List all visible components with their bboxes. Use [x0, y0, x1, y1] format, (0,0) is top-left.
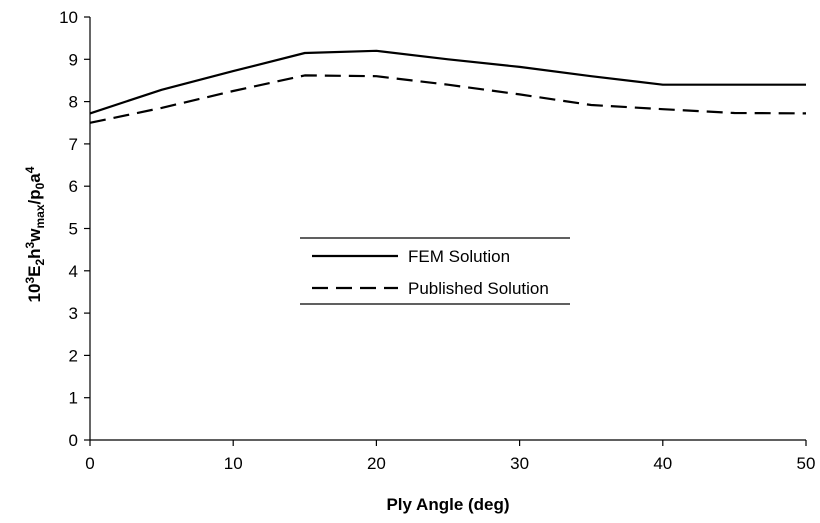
series-layer: [89, 49, 807, 124]
y-axis-title-part: 3: [23, 241, 37, 248]
x-tick-label: 30: [510, 454, 529, 473]
y-axis-title-part: h: [25, 248, 44, 258]
y-tick-label: 10: [59, 8, 78, 27]
x-tick-label: 10: [224, 454, 243, 473]
x-axis-title: Ply Angle (deg): [386, 495, 509, 514]
y-tick-label: 7: [69, 135, 78, 154]
y-tick-label: 4: [69, 262, 78, 281]
fem-solution-line: [89, 49, 806, 115]
x-axis: 0 10 20 30 40 50: [85, 439, 816, 473]
y-axis-title-part: /p: [25, 189, 44, 204]
y-axis-title-part: 2: [33, 259, 47, 266]
y-tick-label: 2: [69, 346, 78, 365]
y-axis-title-part: 3: [23, 277, 37, 284]
x-tick-label: 0: [85, 454, 94, 473]
x-tick-label: 40: [653, 454, 672, 473]
legend: FEM Solution Published Solution: [300, 237, 570, 305]
y-tick-label: 8: [69, 93, 78, 112]
x-tick-label: 20: [367, 454, 386, 473]
y-axis-title-part: E: [25, 266, 44, 277]
y-tick-label: 9: [69, 50, 78, 69]
x-tick-label: 50: [797, 454, 816, 473]
y-tick-label: 5: [69, 220, 78, 239]
legend-label: Published Solution: [408, 279, 549, 298]
y-axis-title: 103E2h3wmax/p0a4: [23, 166, 47, 302]
y-tick-label: 6: [69, 177, 78, 196]
y-axis-title-part: 10: [25, 284, 44, 303]
y-axis-title-part: 4: [23, 166, 37, 173]
y-tick-label: 0: [69, 431, 78, 450]
y-axis-title-part: 0: [33, 182, 47, 189]
y-axis: 0 1 2 3 4 5 6 7 8 9 10: [59, 8, 91, 450]
y-tick-label: 3: [69, 304, 78, 323]
legend-label: FEM Solution: [408, 247, 510, 266]
y-axis-title-part: w: [25, 228, 44, 243]
published-solution-line: [89, 74, 807, 124]
y-tick-label: 1: [69, 389, 78, 408]
y-axis-title-part: max: [33, 204, 47, 228]
y-axis-title-part: a: [25, 173, 44, 183]
